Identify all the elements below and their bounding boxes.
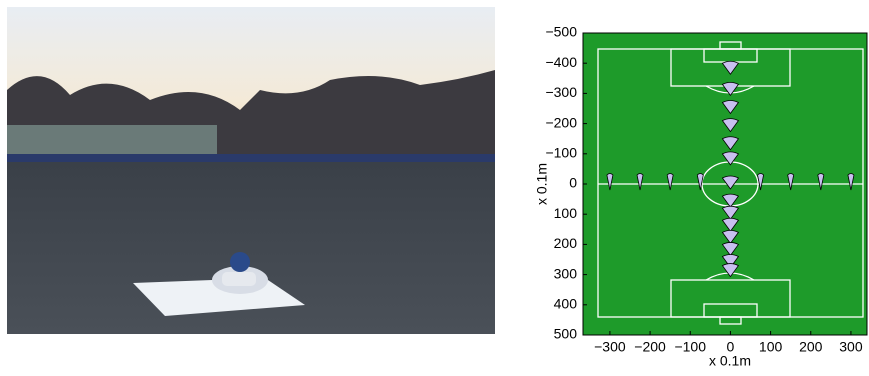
x-tick-label: 0 <box>727 339 735 355</box>
y-tick-label: 200 <box>554 235 578 251</box>
y-tick-label: −200 <box>545 114 577 130</box>
x-tick-label: 100 <box>759 339 783 355</box>
figure: x 0.1m x 0.1m −500 −400 −300 −200 −100 0 100 20… <box>0 0 869 371</box>
y-tick-label: 500 <box>554 326 578 342</box>
x-tick-label: −300 <box>594 339 626 355</box>
x-tick-label: −200 <box>634 339 666 355</box>
y-tick-label: 400 <box>554 296 578 312</box>
x-tick-label: 200 <box>799 339 823 355</box>
photo <box>7 7 495 334</box>
x-tick-label: 300 <box>839 339 863 355</box>
x-tick-label: −100 <box>674 339 706 355</box>
y-axis-label: x 0.1m <box>534 163 550 205</box>
y-tick-label: −500 <box>545 24 577 40</box>
y-tick-label: −300 <box>545 84 577 100</box>
x-axis-label: x 0.1m <box>709 353 751 369</box>
y-tick-label: 100 <box>554 205 578 221</box>
y-tick-label: 0 <box>569 175 577 191</box>
y-tick-label: −400 <box>545 54 577 70</box>
y-tick-label: 300 <box>554 265 578 281</box>
y-tick-label: −100 <box>545 145 577 161</box>
